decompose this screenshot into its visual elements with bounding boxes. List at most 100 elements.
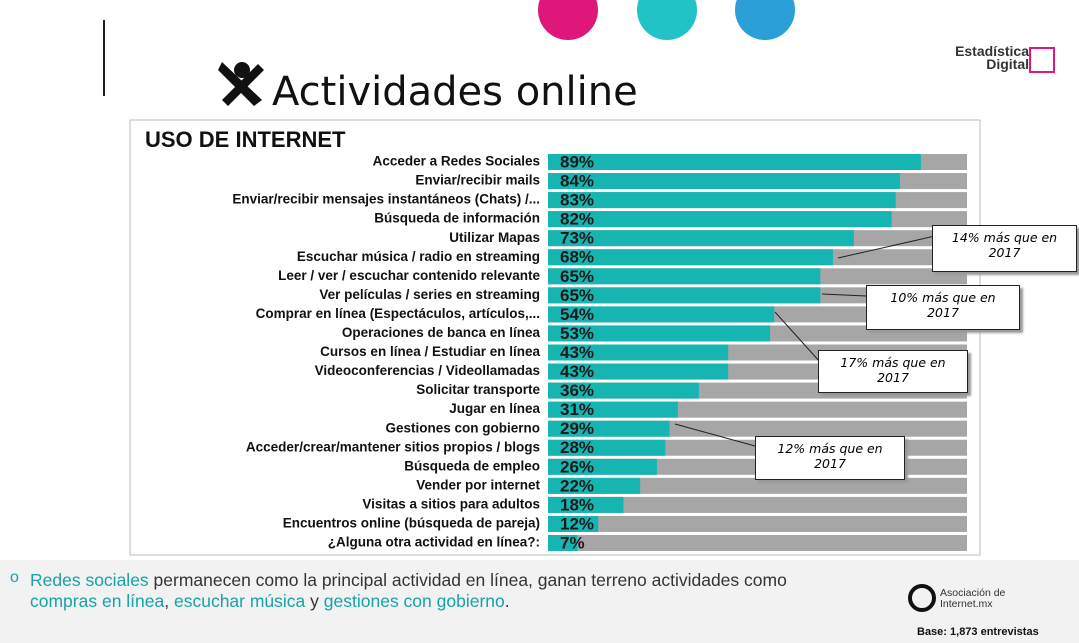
summary-part: compras en línea	[30, 591, 165, 611]
bar	[548, 154, 921, 170]
value-label: 82%	[560, 210, 594, 229]
assoc-line: Internet.mx	[940, 598, 993, 610]
category-label: Encuentros online (búsqueda de pareja)	[283, 516, 540, 531]
value-label: 65%	[560, 267, 594, 286]
page-title: Actividades online	[272, 69, 638, 115]
summary-part: y	[305, 591, 324, 611]
bar	[548, 363, 729, 380]
base-note: Base: 1,873 entrevistas	[917, 626, 1039, 638]
bar	[548, 287, 821, 304]
bar-track	[548, 515, 967, 532]
value-label: 26%	[560, 457, 594, 476]
value-label: 73%	[560, 229, 594, 248]
bar	[548, 325, 771, 342]
value-label: 7%	[560, 533, 585, 552]
bar	[548, 344, 729, 361]
annotation: 12% más que en 2017	[755, 436, 905, 480]
summary: Redes sociales permanecen como la princi…	[30, 570, 850, 612]
bar	[548, 249, 833, 266]
bar	[548, 458, 657, 475]
category-label: Operaciones de banca en línea	[342, 325, 541, 340]
association: Asociación de Internet.mx	[940, 588, 1005, 610]
bar	[548, 439, 666, 456]
summary-part: gestiones con gobierno	[323, 591, 505, 611]
annotation: 14% más que en 2017	[932, 225, 1077, 272]
summary-part: ,	[164, 591, 174, 611]
category-label: Cursos en línea / Estudiar en línea	[320, 344, 540, 359]
annotation: 10% más que en 2017	[866, 285, 1020, 330]
chart-frame	[129, 119, 981, 556]
category-label: Escuchar música / radio en streaming	[297, 249, 540, 264]
category-label: Videoconferencias / Videollamadas	[315, 363, 540, 378]
decor-dot	[735, 0, 795, 40]
bar	[548, 515, 599, 532]
bar	[548, 173, 900, 190]
summary-part: permanecen como la principal actividad e…	[148, 570, 787, 590]
brand-line: Estadística	[955, 43, 1029, 59]
bar-track	[548, 496, 967, 513]
bar	[548, 211, 892, 228]
category-label: Enviar/recibir mensajes instantáneos (Ch…	[232, 192, 540, 207]
category-label: Búsqueda de empleo	[404, 458, 540, 473]
value-label: 65%	[560, 286, 594, 305]
category-label: ¿Alguna otra actividad en línea?:	[328, 535, 540, 550]
bar	[548, 535, 578, 551]
category-label: Solicitar transporte	[416, 382, 540, 397]
category-label: Jugar en línea	[449, 401, 540, 416]
value-label: 43%	[560, 343, 594, 362]
bar	[548, 401, 678, 418]
category-label: Visitas a sitios para adultos	[362, 496, 540, 511]
decor-dot	[637, 0, 697, 40]
value-label: 89%	[560, 152, 594, 171]
bar	[548, 382, 699, 399]
brand-line: Digital	[986, 56, 1029, 72]
summary-part: Redes sociales	[30, 570, 149, 590]
category-label: Acceder/crear/mantener sitios propios / …	[246, 439, 540, 454]
value-label: 28%	[560, 438, 594, 457]
annotation: 17% más que en 2017	[818, 350, 968, 393]
value-label: 31%	[560, 400, 594, 419]
bar	[548, 420, 670, 437]
value-label: 54%	[560, 305, 594, 324]
bullet: o	[10, 569, 19, 586]
value-label: 84%	[560, 172, 594, 191]
category-label: Acceder a Redes Sociales	[373, 154, 540, 169]
value-label: 36%	[560, 381, 594, 400]
category-label: Enviar/recibir mails	[415, 173, 540, 188]
brand-icon	[1029, 47, 1055, 73]
chart-title: USO DE INTERNET	[145, 127, 346, 152]
value-label: 83%	[560, 191, 594, 210]
category-label: Utilizar Mapas	[449, 230, 540, 245]
bar	[548, 192, 896, 209]
leader-lines	[674, 235, 936, 447]
bar	[548, 306, 775, 323]
category-label: Vender por internet	[416, 477, 540, 492]
value-label: 68%	[560, 248, 594, 267]
bar	[548, 230, 854, 247]
bar	[548, 268, 821, 285]
bar	[548, 496, 624, 513]
brand: Estadística Digital	[955, 43, 1029, 72]
bar-track	[548, 477, 967, 494]
value-label: 29%	[560, 419, 594, 438]
value-label: 12%	[560, 514, 594, 533]
value-label: 22%	[560, 476, 594, 495]
decor-dot	[538, 0, 598, 40]
summary-part: .	[504, 591, 510, 611]
value-label: 18%	[560, 495, 594, 514]
bar	[548, 477, 641, 494]
category-label: Comprar en línea (Espectáculos, artículo…	[256, 306, 540, 321]
category-label: Búsqueda de información	[374, 211, 540, 226]
title-icon	[218, 62, 264, 106]
summary-part: escuchar música	[173, 591, 306, 611]
category-label: Leer / ver / escuchar contenido relevant…	[278, 268, 540, 283]
bar-track	[548, 535, 967, 551]
value-label: 53%	[560, 324, 594, 343]
assoc-line: Asociación de	[940, 587, 1006, 599]
footer-band	[0, 560, 1079, 643]
value-label: 43%	[560, 362, 594, 381]
category-label: Ver películas / series en streaming	[319, 287, 540, 302]
assoc-logo	[908, 584, 936, 612]
